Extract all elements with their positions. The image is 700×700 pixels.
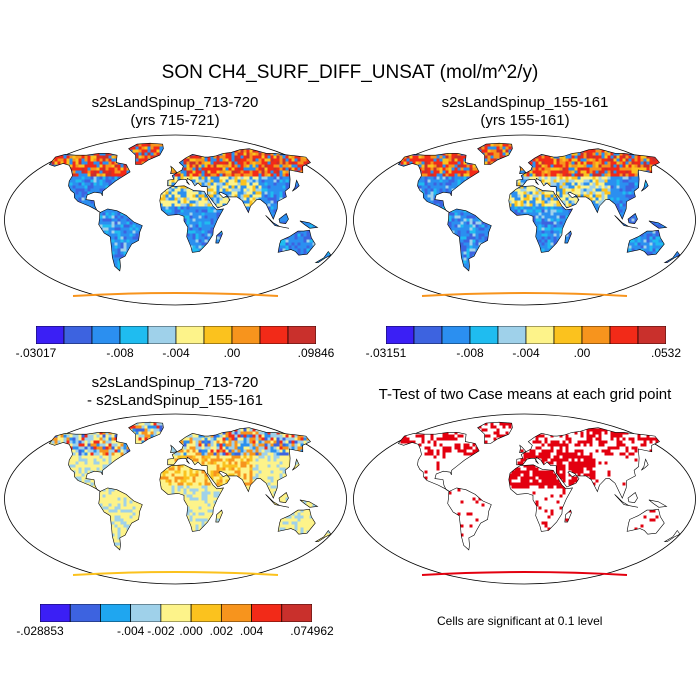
figure-title: SON CH4_SURF_DIFF_UNSAT (mol/m^2/y) bbox=[161, 62, 539, 83]
colorbar-swatch bbox=[581, 326, 611, 344]
colorbar-case1 bbox=[36, 326, 316, 344]
colorbar-swatch bbox=[553, 326, 583, 344]
colorbar-label: .002 bbox=[209, 624, 234, 638]
colorbar-swatch bbox=[251, 604, 283, 622]
panel-title-case2-line2: (yrs 155-161) bbox=[480, 112, 570, 129]
map-case2 bbox=[353, 134, 696, 306]
panel-title-diff: s2sLandSpinup_713-720 - s2sLandSpinup_15… bbox=[50, 374, 300, 410]
colorbar-swatch bbox=[119, 326, 149, 344]
colorbar-label: -.004 bbox=[162, 346, 190, 360]
colorbar-label: .074962 bbox=[290, 624, 334, 638]
panel-title-ttest: T-Test of two Case means at each grid po… bbox=[378, 386, 672, 403]
colorbar-swatch bbox=[130, 604, 162, 622]
colorbar-swatch bbox=[36, 326, 65, 344]
colorbar-swatch bbox=[203, 326, 233, 344]
colorbar-swatch bbox=[413, 326, 443, 344]
colorbar-label: -.008 bbox=[456, 346, 484, 360]
colorbar-label: .004 bbox=[239, 624, 264, 638]
colorbar-swatch bbox=[160, 604, 192, 622]
colorbar-swatch bbox=[637, 326, 666, 344]
colorbar-swatch bbox=[386, 326, 415, 344]
colorbar-label: -.004 bbox=[512, 346, 540, 360]
colorbar-swatch bbox=[525, 326, 555, 344]
map-diff bbox=[4, 413, 347, 585]
colorbar-swatch bbox=[441, 326, 471, 344]
colorbar-case2 bbox=[386, 326, 666, 344]
colorbar-swatch bbox=[40, 604, 71, 622]
colorbar-case1-labels: -.03017 -.008 -.004 .00 .09846 bbox=[16, 346, 335, 362]
colorbar-label: -.03017 bbox=[15, 346, 57, 360]
colorbar-swatch bbox=[220, 604, 252, 622]
colorbar-label: .0532 bbox=[650, 346, 682, 360]
colorbar-label: .00 bbox=[223, 346, 241, 360]
colorbar-label: .09846 bbox=[297, 346, 335, 360]
colorbar-swatch bbox=[259, 326, 289, 344]
colorbar-swatch bbox=[609, 326, 639, 344]
significance-note: Cells are significant at 0.1 level bbox=[437, 614, 603, 628]
colorbar-swatch bbox=[190, 604, 222, 622]
panel-title-case1-line1: s2sLandSpinup_713-720 bbox=[91, 94, 259, 111]
colorbar-swatch bbox=[231, 326, 261, 344]
map-case1 bbox=[4, 134, 347, 306]
panel-title-diff-line1: s2sLandSpinup_713-720 bbox=[91, 374, 259, 391]
colorbar-swatch bbox=[287, 326, 316, 344]
colorbar-label: .00 bbox=[573, 346, 591, 360]
colorbar-swatch bbox=[91, 326, 121, 344]
panel-title-case2-line1: s2sLandSpinup_155-161 bbox=[441, 94, 609, 111]
colorbar-diff-labels: -.028853 -.004 -.002 .000 .002 .004 .074962 bbox=[16, 624, 333, 640]
panel-title-diff-line2: - s2sLandSpinup_155-161 bbox=[87, 392, 263, 409]
panel-title-case1-line2: (yrs 715-721) bbox=[130, 112, 220, 129]
colorbar-swatch bbox=[281, 604, 312, 622]
colorbar-label: -.03151 bbox=[365, 346, 407, 360]
colorbar-case2-labels: -.03151 -.008 -.004 .00 .0532 bbox=[366, 346, 681, 362]
colorbar-swatch bbox=[469, 326, 499, 344]
colorbar-swatch bbox=[63, 326, 93, 344]
colorbar-swatch bbox=[100, 604, 132, 622]
colorbar-label: .000 bbox=[179, 624, 203, 638]
panel-title-case1: s2sLandSpinup_713-720 (yrs 715-721) bbox=[50, 94, 300, 130]
colorbar-label: -.028853 bbox=[16, 624, 64, 638]
map-ttest bbox=[353, 413, 696, 585]
panel-title-case2: s2sLandSpinup_155-161 (yrs 155-161) bbox=[400, 94, 650, 130]
colorbar-swatch bbox=[497, 326, 527, 344]
colorbar-swatch bbox=[175, 326, 205, 344]
colorbar-label: -.002 bbox=[147, 624, 175, 638]
colorbar-swatch bbox=[69, 604, 101, 622]
colorbar-label: -.008 bbox=[106, 346, 134, 360]
colorbar-label: -.004 bbox=[116, 624, 145, 638]
colorbar-swatch bbox=[147, 326, 177, 344]
colorbar-diff bbox=[40, 604, 312, 622]
